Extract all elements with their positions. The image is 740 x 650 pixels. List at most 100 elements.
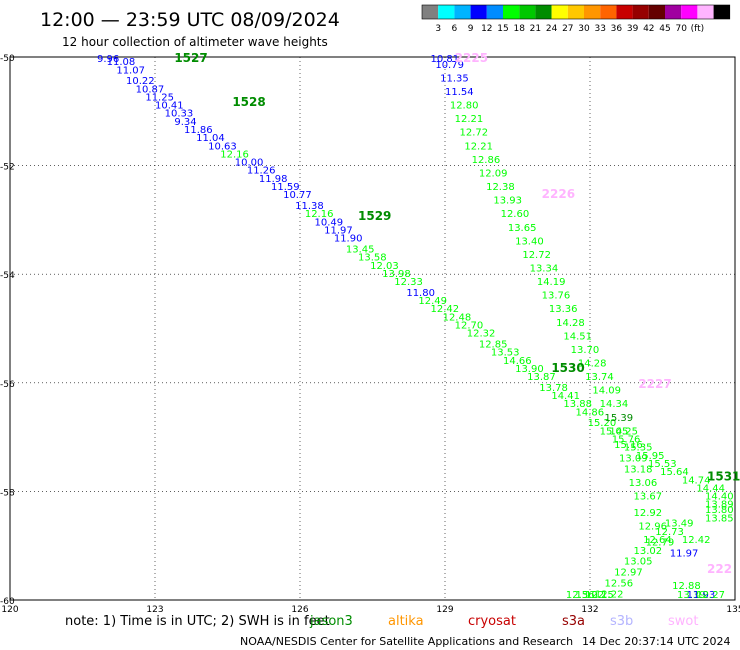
wave-height-value: 10.87 <box>136 84 165 95</box>
wave-height-value: 13.39 <box>677 590 706 601</box>
wave-height-value: 13.93 <box>493 196 522 207</box>
colorbar-label: 33 <box>594 24 605 34</box>
wave-height-value: 13.06 <box>629 478 658 489</box>
satellite-legend: jason3 altika cryosat s3a s3b swot <box>309 614 698 629</box>
wave-height-value: 13.36 <box>549 304 578 315</box>
wave-height-value: 12.27 <box>696 590 725 601</box>
wave-height-value: 14.19 <box>537 277 566 288</box>
pass-number-label: 1528 <box>232 95 265 109</box>
wave-height-value: 15.64 <box>660 467 689 478</box>
pass-labels: 1527 1528 1529 1530 1531 2225 2226 2227 222 <box>174 51 740 576</box>
wave-height-value: 11.54 <box>445 87 474 98</box>
wave-height-value: 12.38 <box>486 182 515 193</box>
wave-height-value: 15.20 <box>588 418 617 429</box>
wave-height-value: 15.16 <box>614 440 643 451</box>
pass-number-label: 2226 <box>542 187 575 201</box>
x-tick-label: 126 <box>291 605 308 615</box>
wave-height-value: 14.44 <box>696 483 725 494</box>
legend-s3b: s3b <box>610 614 633 629</box>
colorbar-swatch <box>486 5 503 19</box>
wave-height-value: 12.88 <box>672 581 701 592</box>
wave-height-value: 12.33 <box>394 277 423 288</box>
wave-height-value: 13.87 <box>527 372 556 383</box>
wave-height-value: 12.85 <box>479 340 508 351</box>
wave-height-value: 11.80 <box>406 288 435 299</box>
wave-height-value: 12.42 <box>431 304 460 315</box>
pass-number-label: 222 <box>707 562 732 576</box>
wave-height-value: 12.42 <box>682 535 711 546</box>
wave-height-value: 11.93 <box>687 590 716 601</box>
wave-height-value: 12.97 <box>614 568 643 579</box>
chart-subtitle: 12 hour collection of altimeter wave hei… <box>62 35 328 49</box>
y-tick-label: -50 <box>0 54 15 64</box>
wave-height-value: 11.26 <box>247 166 276 177</box>
wave-height-value: 12.70 <box>455 321 484 332</box>
wave-height-value: 11.38 <box>295 201 324 212</box>
wave-height-value: 13.90 <box>515 364 544 375</box>
pass-number-label: 1530 <box>551 361 584 375</box>
wave-height-value: 12.96 <box>638 521 667 532</box>
colorbar-swatch <box>422 5 439 19</box>
wave-height-value: 12.56 <box>566 590 595 601</box>
colorbar-swatch <box>503 5 520 19</box>
wave-height-value: 13.09 <box>619 454 648 465</box>
legend-cryosat: cryosat <box>468 614 516 629</box>
colorbar-label: 12 <box>481 24 492 34</box>
gridlines <box>10 57 735 600</box>
plot-frame <box>9 56 736 601</box>
colorbar-swatch <box>584 5 601 19</box>
wave-height-value: 14.74 <box>682 475 711 486</box>
wave-height-value: 10.77 <box>283 190 312 201</box>
wave-height-value: 11.25 <box>145 92 174 103</box>
pass-number-label: 1529 <box>358 209 391 223</box>
colorbar-label: (ft) <box>691 24 705 34</box>
wave-height-value: 11.07 <box>116 65 145 76</box>
wave-height-value: 13.78 <box>539 383 568 394</box>
colorbar-label: 27 <box>562 24 573 34</box>
wave-height-value: 13.49 <box>665 519 694 530</box>
wave-height-value: 13.70 <box>571 345 600 356</box>
wave-height-value: 12.73 <box>655 527 684 538</box>
wave-height-value: 13.76 <box>542 291 571 302</box>
data-points: 9.9611.0811.0710.2210.8711.2510.4110.339… <box>97 54 734 601</box>
legend-altika: altika <box>388 614 424 629</box>
colorbar-swatch <box>681 5 698 19</box>
wave-height-value: 12.22 <box>595 589 624 600</box>
footer-note: note: 1) Time is in UTC; 2) SWH is in fe… <box>65 614 330 629</box>
wave-height-value: 11.97 <box>670 549 699 560</box>
colorbar-label: 36 <box>611 24 623 34</box>
wave-height-value: 13.05 <box>624 557 653 568</box>
wave-height-value: 10.33 <box>165 109 194 120</box>
wave-height-value: 11.98 <box>259 174 288 185</box>
y-tick-label: -58 <box>0 488 15 498</box>
y-axis-ticks: -50 -52 -54 -56 -58 -60 <box>0 54 15 607</box>
plot-area: -50 -52 -54 -56 -58 -60 120 123 126 129 132 135 9.… <box>0 51 740 615</box>
legend-swot: swot <box>668 614 698 629</box>
wave-height-value: 13.67 <box>634 492 663 503</box>
colorbar-swatch <box>470 5 487 19</box>
colorbar-label: 42 <box>643 24 654 34</box>
pass-number-label: 1527 <box>174 51 207 65</box>
wave-height-value: 13.02 <box>634 546 663 557</box>
wave-height-value: 9.34 <box>174 117 196 128</box>
x-tick-label: 135 <box>726 605 740 615</box>
wave-height-value: 13.58 <box>358 253 387 264</box>
wave-height-value: 11.97 <box>324 225 353 236</box>
colorbar-frame <box>421 4 731 20</box>
pass-number-label: 2227 <box>638 377 671 391</box>
wave-height-value: 12.15 <box>585 590 614 601</box>
wave-height-value: 13.34 <box>530 263 559 274</box>
wave-height-value: 12.92 <box>634 508 663 519</box>
colorbar-label: 39 <box>627 24 639 34</box>
wave-height-value: 12.49 <box>418 296 447 307</box>
x-tick-label: 129 <box>436 605 453 615</box>
colorbar-swatch <box>713 5 730 19</box>
colorbar-swatch <box>648 5 665 19</box>
wave-height-value: 13.65 <box>508 223 537 234</box>
wave-height-value: 12.32 <box>467 329 496 340</box>
wave-height-value: 15.76 <box>612 435 641 446</box>
colorbar-label: 24 <box>546 24 558 34</box>
wave-height-value: 11.35 <box>440 73 469 84</box>
wave-height-value: 12.48 <box>443 312 472 323</box>
